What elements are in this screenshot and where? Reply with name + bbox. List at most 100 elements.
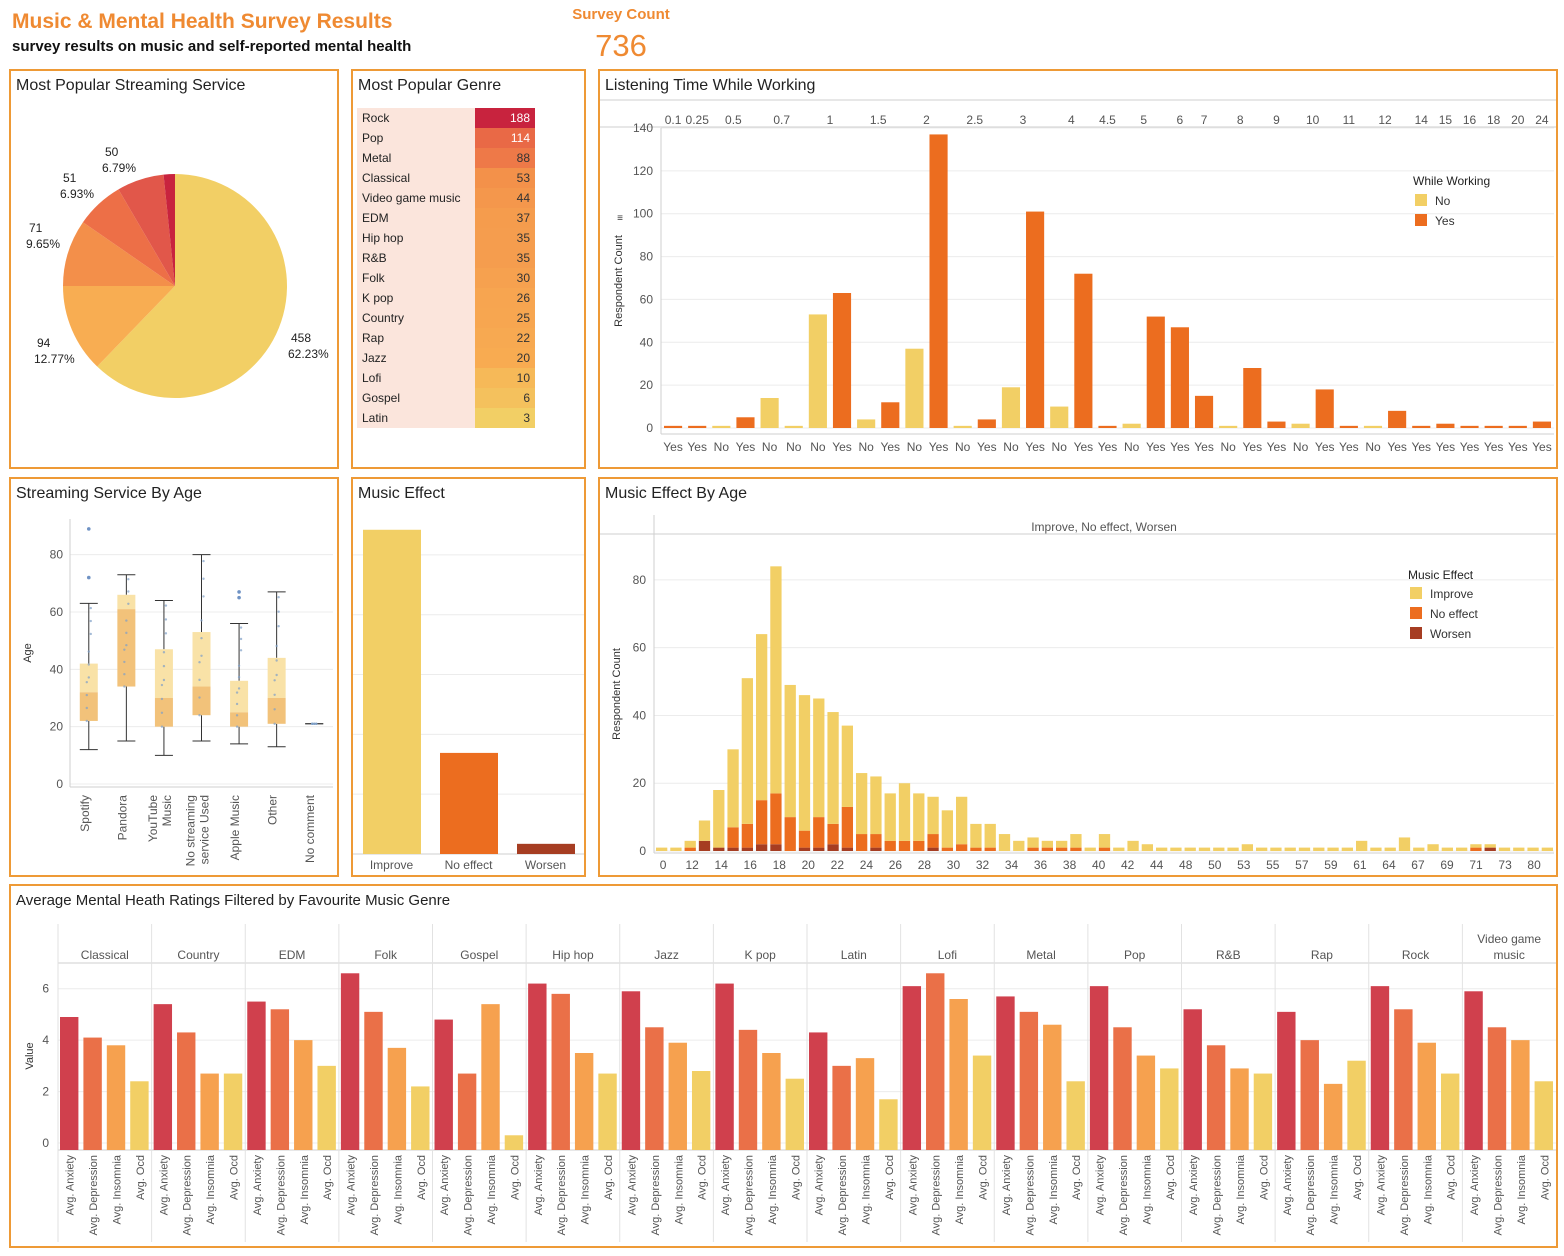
x-tick-label: 64 [1382, 858, 1396, 872]
x-tick-label: Yes [1339, 440, 1359, 454]
mental-bar [996, 996, 1015, 1150]
stacked-bar-segment [927, 834, 939, 848]
pie-slice [82, 189, 175, 286]
data-point [87, 650, 90, 653]
genre-name: EDM [357, 208, 475, 228]
data-point [162, 678, 166, 682]
stacked-bar-segment [1470, 844, 1482, 848]
listening-bar [664, 425, 683, 428]
pie-label-value: 71 [29, 221, 43, 235]
listening-bar [1436, 423, 1455, 428]
stacked-bar-segment [813, 847, 825, 851]
listening-bar [1001, 387, 1021, 428]
mental-bar [387, 1047, 407, 1150]
stacked-bar-segment [684, 840, 696, 848]
measure-label: Avg. Anxiety [346, 1155, 358, 1216]
mental-bar [926, 973, 945, 1150]
x-tick-label: Yes [1387, 440, 1407, 454]
listening-bar [1388, 410, 1407, 428]
genre-header: EDM [279, 948, 306, 962]
data-point [85, 693, 88, 697]
data-point [89, 606, 92, 610]
measure-label: Avg. Anxiety [720, 1155, 732, 1216]
measure-label: Avg. Insomnia [767, 1154, 779, 1224]
x-tick-label: 42 [1121, 858, 1135, 872]
y-tick-label: 40 [633, 708, 647, 722]
measure-label: Avg. Depression [182, 1155, 194, 1236]
genre-count: 30 [475, 268, 535, 288]
genre-row: Metal 88 [357, 148, 535, 168]
hours-header-label: 4.5 [1099, 113, 1116, 127]
measure-label: Avg. Insomnia [1141, 1154, 1153, 1224]
y-tick-label: 4 [42, 1033, 49, 1047]
stacked-bar-segment [956, 796, 968, 845]
measure-label: Avg. Anxiety [1188, 1155, 1200, 1216]
genre-header: Latin [841, 948, 867, 962]
data-point [87, 676, 90, 679]
hours-header-label: 2 [923, 113, 930, 127]
genre-count: 6 [475, 388, 535, 408]
measure-label: Avg. Ocd [416, 1155, 428, 1200]
stacked-bar-segment [827, 712, 839, 824]
data-point [164, 618, 168, 621]
stacked-bar-segment [1341, 847, 1353, 851]
mental-bar [528, 983, 547, 1150]
y-tick-label: 40 [50, 662, 64, 676]
genre-row: Rock 188 [357, 108, 535, 128]
measure-label: Avg. Depression [463, 1155, 475, 1236]
x-tick-label: Music [160, 795, 174, 826]
dashboard-subtitle: survey results on music and self-reporte… [12, 38, 412, 55]
measure-label: Avg. Insomnia [1329, 1154, 1341, 1224]
mental-bar [1511, 1040, 1530, 1150]
measure-label: Avg. Anxiety [814, 1155, 826, 1216]
stacked-bar-segment [1213, 847, 1225, 851]
y-tick-label: 80 [50, 548, 64, 562]
genre-name: Classical [357, 168, 475, 188]
data-point [160, 683, 164, 687]
pie-slice [63, 222, 175, 286]
data-point [200, 636, 203, 640]
mental-health-title: Average Mental Heath Ratings Filtered by… [16, 892, 451, 909]
stacked-bar-segment [1184, 847, 1196, 851]
mental-bar [574, 1053, 594, 1150]
measure-label: Avg. Anxiety [252, 1155, 264, 1216]
box-upper [154, 649, 173, 698]
x-tick-label: No streaming [184, 795, 198, 866]
stacked-bar-segment [1484, 844, 1496, 848]
stacked-bar-segment [684, 847, 696, 851]
outlier-point [86, 575, 91, 580]
stacked-bar-segment [1056, 840, 1068, 848]
listening-bar [1170, 327, 1189, 428]
measure-label: Avg. Ocd [1446, 1155, 1458, 1200]
y-tick-label: 0 [639, 844, 646, 858]
y-axis-label: Respondent Count [613, 235, 625, 327]
measure-label: Avg. Insomnia [954, 1154, 966, 1224]
stacked-bar-segment [984, 823, 996, 848]
legend-swatch [1410, 607, 1422, 619]
x-tick-label: 24 [860, 858, 874, 872]
measure-label: Avg. Insomnia [486, 1154, 498, 1224]
box-lower [79, 692, 98, 721]
hours-header-label: 15 [1439, 113, 1453, 127]
hours-header-label: 11 [1343, 113, 1356, 127]
x-tick-label: 22 [831, 858, 845, 872]
genre-header: Jazz [654, 948, 679, 962]
y-tick-label: 120 [633, 164, 653, 178]
stacked-bar-segment [898, 840, 911, 851]
legend-swatch [1415, 194, 1427, 206]
listening-bar [1243, 368, 1262, 428]
stacked-bar-segment [856, 834, 868, 851]
stacked-bar-segment [884, 793, 896, 841]
mental-bar [130, 1081, 149, 1150]
mental-bar [1206, 1045, 1226, 1150]
stacked-bar-segment [1027, 837, 1039, 848]
x-tick-label: No [714, 440, 730, 454]
stacked-bar-segment [1098, 847, 1111, 851]
measure-label: Avg. Anxiety [626, 1155, 638, 1216]
x-tick-label: Spotify [78, 795, 92, 832]
box-upper [192, 632, 211, 687]
mental-bar [247, 1001, 266, 1150]
genre-header: Classical [81, 948, 129, 962]
x-tick-label: No [955, 440, 971, 454]
measure-label: Avg. Anxiety [1375, 1155, 1387, 1216]
